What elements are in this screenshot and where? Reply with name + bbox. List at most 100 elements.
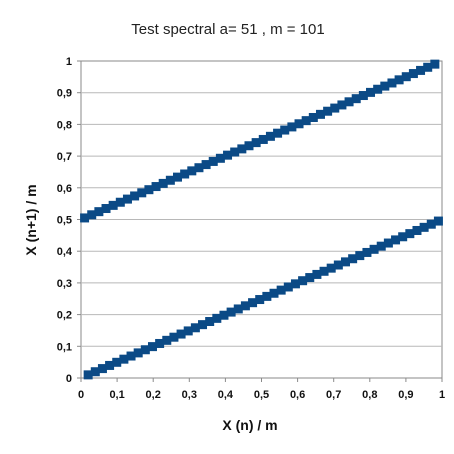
data-point [419,222,429,232]
x-tick-label: 0,4 [218,389,234,401]
data-point [151,182,161,192]
data-point [412,225,422,235]
x-tick-label: 0,9 [398,389,413,401]
data-point [330,103,340,113]
data-point [258,134,268,144]
data-point [122,194,132,204]
data-point [416,65,426,75]
data-point [323,106,333,116]
data-point [140,345,150,355]
data-point [208,156,218,166]
data-point [105,360,115,370]
x-tick-label: 0 [78,389,84,401]
data-point [223,150,233,160]
data-point [348,254,358,264]
data-point [115,197,125,207]
data-point [265,131,275,141]
data-point [158,178,168,188]
data-point [80,213,90,223]
data-point [137,188,147,198]
data-point [101,204,111,214]
data-point [276,285,286,295]
data-point [319,266,329,276]
data-point [183,326,193,336]
data-point [262,291,272,301]
data-point [430,59,440,69]
data-point [87,210,97,220]
y-tick-label: 0,7 [57,151,72,163]
data-point [108,200,118,210]
data-point [376,241,386,251]
chart-title: Test spectral a= 51 , m = 101 [131,21,324,38]
x-tick-label: 0,5 [254,389,269,401]
data-point [112,357,122,367]
data-point [426,219,436,229]
y-tick-label: 0,1 [57,341,72,353]
data-point [398,232,408,242]
data-point [298,276,308,286]
y-tick-label: 0 [66,373,72,385]
data-point [244,141,254,151]
y-tick-label: 1 [66,56,72,68]
data-point [287,122,297,132]
data-point [273,128,283,138]
x-tick-label: 0,7 [326,389,341,401]
x-axis-label: X (n) / m [222,417,277,433]
data-point [169,332,179,342]
data-point [162,335,172,345]
data-point [155,338,165,348]
data-point [373,84,383,94]
data-point [344,97,354,107]
data-point [387,78,397,88]
data-point [408,69,418,79]
x-tick-label: 0,2 [146,389,161,401]
data-point [283,282,293,292]
data-point [130,191,140,201]
data-point [194,163,204,173]
data-point [351,94,361,104]
data-point [230,147,240,157]
data-point [401,72,411,82]
y-tick-label: 0,3 [57,278,72,290]
data-point [133,348,143,358]
data-point [333,260,343,270]
data-point [126,351,136,361]
data-point [369,244,379,254]
data-points [80,59,443,380]
data-point [269,288,279,298]
data-point [326,263,336,273]
data-point [337,100,347,110]
data-point [380,81,390,91]
data-point [305,273,315,283]
data-point [394,75,404,85]
y-tick-label: 0,6 [57,183,72,195]
data-point [301,116,311,126]
y-axis-label: X (n+1) / m [23,184,39,255]
data-point [290,279,300,289]
data-point [251,138,261,148]
data-point [173,172,183,182]
data-point [233,304,243,314]
y-tick-label: 0,5 [57,215,72,227]
data-point [383,238,393,248]
data-point [255,295,265,305]
data-point [83,370,93,380]
data-point [144,185,154,195]
data-point [187,166,197,176]
data-point [198,320,208,330]
data-point [362,247,372,257]
x-axis-ticks: 0 0,1 0,2 0,3 0,4 0,5 0,6 0,7 0,8 0,9 1 [78,378,445,401]
data-point [340,257,350,267]
data-point [423,62,433,72]
data-point [201,160,211,170]
data-point [280,125,290,135]
data-point [308,112,318,122]
data-point [147,342,157,352]
data-point [433,216,443,226]
y-tick-label: 0,4 [57,246,73,258]
data-point [212,313,222,323]
data-point [205,317,215,327]
data-point [180,169,190,179]
y-axis-ticks: 0 0,1 0,2 0,3 0,4 0,5 0,6 0,7 0,8 0,9 1 [57,56,81,385]
